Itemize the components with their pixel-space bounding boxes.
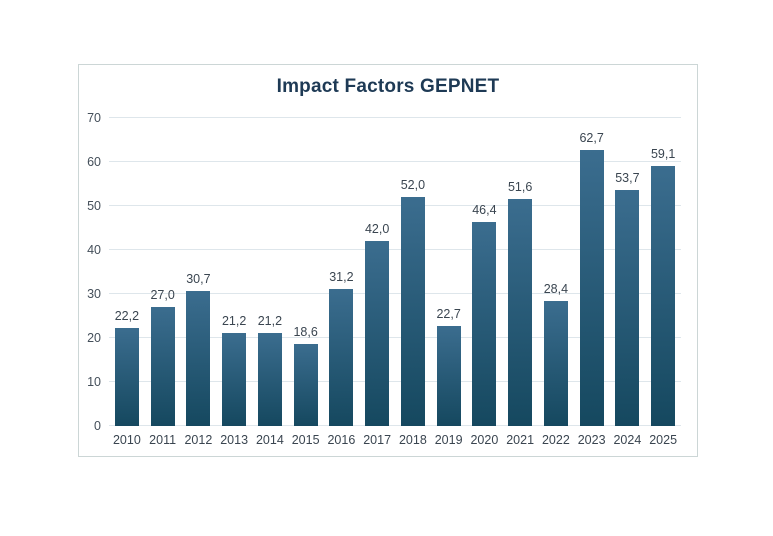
bar-value-label: 18,6 [293, 325, 318, 340]
gridline-50 [109, 205, 681, 206]
bar-slot-2017: 42,0 [359, 118, 395, 426]
y-axis-label: 10 [87, 375, 101, 389]
gridline-40 [109, 249, 681, 250]
x-axis-label-2019: 2019 [434, 433, 463, 447]
bar-value-label: 30,7 [186, 271, 211, 286]
bar-slot-2024: 53,7 [610, 118, 646, 426]
bar-slot-2021: 51,6 [502, 118, 538, 426]
y-axis-label: 0 [94, 419, 101, 433]
bar-slot-2016: 31,2 [324, 118, 360, 426]
x-axis-label-2013: 2013 [220, 433, 249, 447]
bar-2025 [651, 165, 676, 426]
bar-value-label: 21,2 [221, 313, 247, 328]
bar-slot-2023: 62,7 [574, 118, 610, 426]
bar-value-label: 52,0 [400, 178, 426, 193]
bar-value-label: 62,7 [579, 131, 604, 146]
chart-title: Impact Factors GEPNET [276, 76, 500, 97]
y-axis-label: 70 [87, 111, 101, 125]
bar-2013 [222, 332, 247, 426]
x-axis-label-2010: 2010 [112, 433, 141, 447]
bar-2023 [579, 150, 604, 426]
x-axis: 2010 2011 2012 2013 2014 2015 2016 2017 2018 2019… [109, 433, 681, 447]
bar-2019 [436, 326, 461, 426]
x-axis-label-2023: 2023 [577, 433, 606, 447]
bar-value-label: 51,6 [507, 179, 533, 194]
bar-value-label: 27,0 [150, 288, 175, 303]
x-axis-label-2021: 2021 [506, 433, 535, 447]
x-axis-label-2012: 2012 [184, 433, 213, 447]
x-axis-label-2020: 2020 [470, 433, 499, 447]
bar-2017 [365, 241, 390, 426]
bar-2015 [293, 344, 318, 426]
gridline-10 [109, 381, 681, 382]
bar-slot-2019: 22,7 [431, 118, 467, 426]
bar-slot-2018: 52,0 [395, 118, 431, 426]
bar-slot-2011: 27,0 [145, 118, 181, 426]
x-axis-label-2017: 2017 [363, 433, 392, 447]
bar-value-label: 28,4 [543, 282, 569, 297]
x-axis-label-2022: 2022 [541, 433, 570, 447]
bar-value-label: 22,2 [114, 309, 140, 324]
bar-2024 [615, 189, 640, 426]
bar-slot-2015: 18,6 [288, 118, 324, 426]
bar-value-label: 46,4 [472, 202, 497, 217]
chart: Impact Factors GEPNET 0 10 20 30 40 50 60 70 22,… [78, 64, 698, 457]
bar-slot-2025: 59,1 [645, 118, 681, 426]
x-axis-label-2011: 2011 [149, 433, 177, 447]
y-axis-label: 60 [87, 155, 101, 169]
gridline-70 [109, 117, 681, 118]
bar-slot-2010: 22,2 [109, 118, 145, 426]
bar-2020 [472, 221, 497, 426]
bar-slot-2012: 30,7 [181, 118, 217, 426]
gridline-30 [109, 293, 681, 294]
bar-value-label: 21,2 [257, 313, 283, 328]
y-axis-label: 20 [87, 331, 101, 345]
x-axis-label-2025: 2025 [649, 433, 678, 447]
bar-2018 [400, 197, 425, 426]
bar-value-label: 59,1 [650, 146, 676, 161]
plot-area: 0 10 20 30 40 50 60 70 22,2 27,0 30,7 21,2 21,2 18,6 3… [87, 111, 681, 433]
bar-slot-2022: 28,4 [538, 118, 574, 426]
bar-2010 [114, 328, 139, 426]
bar-value-label: 31,2 [329, 269, 354, 284]
bar-2011 [150, 307, 175, 426]
y-axis-label: 30 [87, 287, 101, 301]
x-axis-label-2014: 2014 [255, 433, 284, 447]
x-axis-label-2015: 2015 [291, 433, 320, 447]
bar-slot-2013: 21,2 [216, 118, 252, 426]
gridline-60 [109, 161, 681, 162]
bar-slot-2020: 46,4 [467, 118, 503, 426]
gridline-0 [109, 425, 681, 426]
bar-2014 [257, 332, 282, 426]
bar-value-label: 22,7 [436, 307, 461, 322]
bar-2012 [186, 290, 211, 426]
bars-container: 22,2 27,0 30,7 21,2 21,2 18,6 31,2 42,0 52,0 22,7… [109, 118, 681, 426]
x-axis-label-2024: 2024 [613, 433, 642, 447]
bar-2022 [543, 301, 568, 426]
x-axis-label-2018: 2018 [398, 433, 427, 447]
y-axis-label: 40 [87, 243, 101, 257]
bar-value-label: 53,7 [615, 170, 640, 185]
y-axis-label: 50 [87, 199, 101, 213]
bar-slot-2014: 21,2 [252, 118, 288, 426]
x-axis-label-2016: 2016 [327, 433, 356, 447]
bar-value-label: 42,0 [364, 222, 390, 237]
gridline-20 [109, 337, 681, 338]
bar-2021 [508, 198, 533, 426]
bar-2016 [329, 288, 354, 426]
